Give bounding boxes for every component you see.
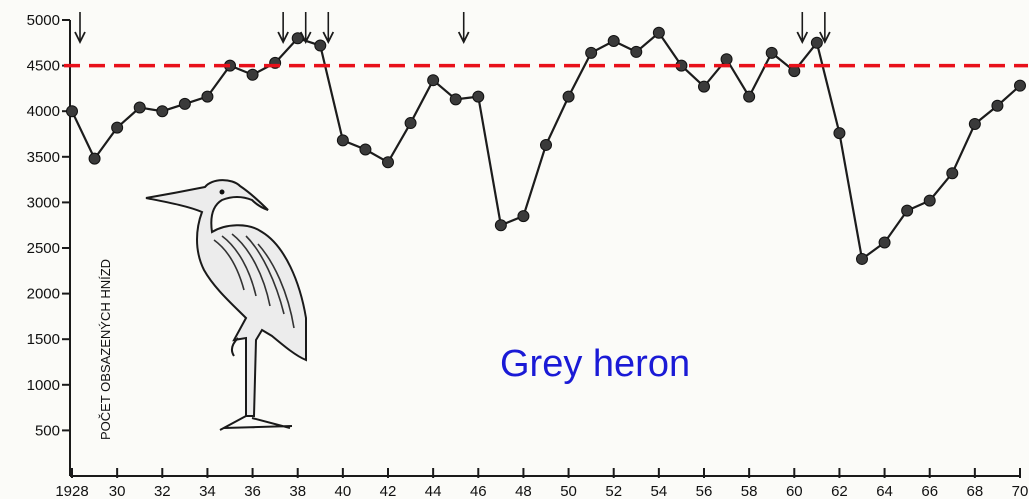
x-tick-label: 34 bbox=[199, 483, 216, 499]
data-point bbox=[66, 105, 78, 118]
data-point bbox=[833, 127, 846, 140]
y-tick-label: 2500 bbox=[27, 240, 60, 257]
x-tick-label: 64 bbox=[876, 483, 893, 499]
data-point bbox=[743, 90, 756, 103]
data-point bbox=[404, 117, 417, 130]
data-point bbox=[427, 74, 440, 87]
data-point bbox=[540, 138, 552, 151]
x-tick-label: 54 bbox=[651, 483, 668, 499]
data-point bbox=[517, 210, 530, 223]
data-point bbox=[652, 26, 665, 39]
y-tick-label: 4000 bbox=[27, 103, 60, 120]
data-point bbox=[178, 97, 191, 110]
x-tick-label: 52 bbox=[605, 483, 622, 499]
y-tick-label: 500 bbox=[35, 422, 60, 439]
data-point bbox=[968, 117, 981, 130]
heron-illustration bbox=[145, 179, 307, 431]
arrow-head bbox=[819, 31, 831, 45]
y-tick-label: 5000 bbox=[27, 12, 60, 29]
data-point bbox=[585, 46, 598, 59]
data-point bbox=[472, 90, 485, 103]
data-point bbox=[359, 143, 372, 156]
data-point bbox=[156, 105, 169, 118]
x-tick-label: 68 bbox=[967, 483, 984, 499]
x-tick-label: 48 bbox=[515, 483, 532, 499]
data-point bbox=[1014, 79, 1026, 92]
data-point bbox=[630, 45, 643, 58]
x-tick-label: 42 bbox=[380, 483, 397, 499]
y-tick-label: 1500 bbox=[27, 331, 60, 348]
arrow-head bbox=[796, 31, 809, 45]
x-tick-label: 36 bbox=[244, 483, 261, 499]
data-point bbox=[246, 68, 259, 81]
data-point bbox=[382, 156, 394, 169]
x-tick-label: 60 bbox=[786, 483, 803, 499]
down-arrow-icon bbox=[457, 12, 470, 45]
data-point bbox=[201, 90, 214, 103]
x-tick-label: 38 bbox=[289, 483, 306, 499]
data-point bbox=[88, 152, 101, 165]
data-point bbox=[607, 34, 620, 47]
data-point bbox=[765, 46, 778, 59]
down-arrow-icon bbox=[299, 12, 312, 45]
arrow-head bbox=[457, 31, 470, 45]
x-tick-label: 50 bbox=[560, 483, 577, 499]
y-tick-label: 3000 bbox=[27, 194, 60, 211]
y-axis-label: POČET OBSAZENÝCH HNÍZD bbox=[98, 259, 113, 440]
arrow-head bbox=[74, 31, 86, 45]
x-tick-label: 32 bbox=[154, 483, 171, 499]
down-arrow-icon bbox=[277, 12, 289, 45]
x-tick-label: 30 bbox=[109, 483, 126, 499]
data-point bbox=[698, 80, 710, 93]
down-arrow-icon bbox=[74, 12, 86, 45]
down-arrow-icon bbox=[796, 12, 809, 45]
y-tick-label: 3500 bbox=[27, 149, 60, 166]
x-tick-label: 70 bbox=[1012, 483, 1029, 499]
x-tick-label: 46 bbox=[470, 483, 487, 499]
arrow-head bbox=[299, 31, 312, 45]
down-arrow-icon bbox=[322, 12, 335, 45]
down-arrow-icon bbox=[819, 12, 831, 45]
data-point bbox=[901, 204, 914, 217]
x-tick-label: 58 bbox=[741, 483, 758, 499]
arrow-head bbox=[322, 31, 335, 45]
x-tick-label: 62 bbox=[831, 483, 848, 499]
x-tick-label: 44 bbox=[425, 483, 442, 499]
x-tick-label: 66 bbox=[921, 483, 938, 499]
data-point bbox=[810, 36, 823, 49]
x-tick-label: 1928 bbox=[55, 483, 88, 499]
data-point bbox=[923, 194, 936, 207]
y-tick-label: 4500 bbox=[27, 58, 60, 75]
data-point bbox=[720, 53, 733, 66]
y-tick-label: 2000 bbox=[27, 286, 60, 303]
data-point bbox=[878, 236, 891, 249]
data-point bbox=[991, 99, 1004, 112]
species-annotation: Grey heron bbox=[500, 343, 690, 385]
data-point bbox=[133, 101, 146, 114]
x-tick-label: 56 bbox=[696, 483, 713, 499]
data-point bbox=[111, 121, 124, 134]
data-point bbox=[336, 134, 349, 147]
x-tick-label: 40 bbox=[335, 483, 352, 499]
data-point bbox=[946, 167, 959, 180]
y-tick-label: 1000 bbox=[27, 377, 60, 394]
data-point bbox=[494, 219, 507, 232]
data-point bbox=[314, 39, 327, 52]
data-point bbox=[856, 252, 868, 265]
data-point bbox=[449, 93, 462, 106]
data-point bbox=[562, 90, 575, 103]
arrow-head bbox=[277, 31, 289, 45]
